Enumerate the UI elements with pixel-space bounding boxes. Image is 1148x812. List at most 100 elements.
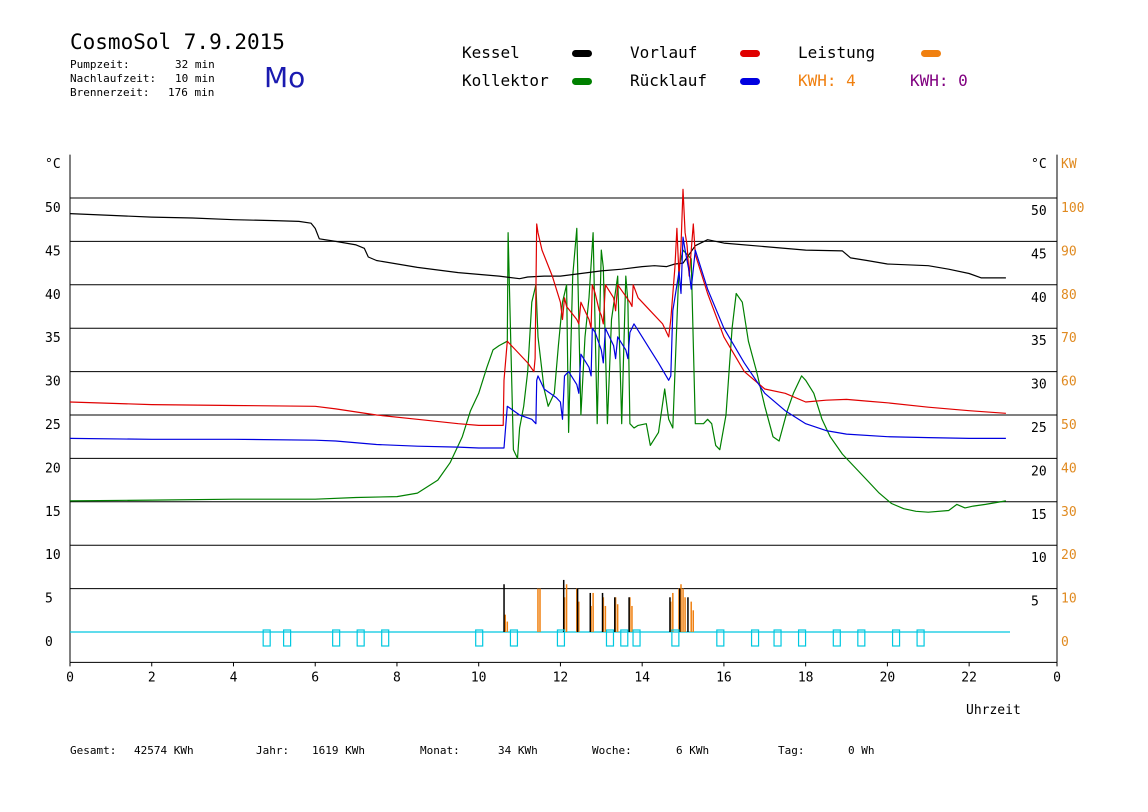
y-tick-left: 15	[45, 505, 61, 520]
series-line-ruecklauf	[69, 236, 1006, 449]
pumpzeit-label: Pumpzeit:	[70, 58, 130, 71]
weekday-label: Mo	[264, 61, 306, 94]
y-tick-right: 25	[1031, 421, 1047, 436]
x-axis-label: Uhrzeit	[966, 703, 1021, 718]
pump-marker	[381, 629, 390, 647]
legend-kessel-label: Kessel	[462, 43, 520, 62]
y-tick-right: 45	[1031, 247, 1047, 262]
y-tick-right: 50	[1031, 204, 1047, 219]
y-tick-left: 40	[45, 288, 61, 303]
pump-marker	[475, 629, 484, 647]
y-tick-left: 45	[45, 244, 61, 259]
pump-marker	[716, 629, 725, 647]
y-tick-kw: 20	[1061, 548, 1077, 563]
y-tick-left: 10	[45, 548, 61, 563]
pump-marker	[916, 629, 925, 647]
legend-ruecklauf-swatch	[740, 78, 760, 85]
legend-ruecklauf-label: Rücklauf	[630, 71, 708, 90]
legend-leistung-label: Leistung	[798, 43, 876, 62]
kwh-purple-label: KWH: 0	[910, 71, 968, 90]
pumpzeit-value: 32 min	[175, 58, 215, 71]
footer-monat-label: Monat:	[420, 744, 460, 757]
y-tick-kw: 100	[1061, 201, 1084, 216]
pump-marker	[750, 629, 760, 647]
kwh-orange-label: KWH: 4	[798, 71, 856, 90]
x-tick-label: 6	[311, 670, 319, 685]
x-tick-label: 0	[1053, 670, 1061, 685]
series-line-kessel	[69, 213, 1006, 280]
y-tick-left: 0	[45, 635, 53, 650]
x-tick-label: 0	[66, 670, 74, 685]
y-tick-right: 15	[1031, 508, 1047, 523]
footer-jahr-label: Jahr:	[256, 744, 290, 757]
y-tick-left: 30	[45, 375, 61, 390]
y-tick-right: 10	[1031, 551, 1047, 566]
y-tick-kw: 10	[1061, 592, 1077, 607]
x-tick-label: 4	[230, 670, 238, 685]
pump-marker	[262, 629, 271, 647]
footer-tag-label: Tag:	[778, 744, 805, 757]
y-tick-kw: 30	[1061, 505, 1077, 520]
y-tick-kw: 0	[1061, 635, 1069, 650]
pump-marker	[620, 629, 629, 647]
pump-marker	[773, 629, 782, 647]
pump-marker	[632, 629, 641, 647]
legend-kessel-swatch	[572, 50, 592, 57]
footer-monat-value: 34 KWh	[498, 744, 538, 757]
pump-marker	[891, 629, 901, 647]
legend-vorlauf-swatch	[740, 50, 760, 57]
footer-tag-value: 0 Wh	[848, 744, 875, 757]
y-tick-left: 25	[45, 418, 61, 433]
pump-marker	[797, 629, 807, 647]
x-tick-label: 14	[634, 670, 650, 685]
legend-leistung-swatch	[921, 50, 941, 57]
pump-marker	[832, 629, 841, 647]
pump-marker	[332, 629, 341, 647]
pump-marker	[509, 629, 519, 647]
footer-gesamt-value: 42574 KWh	[134, 744, 194, 757]
legend-vorlauf-label: Vorlauf	[630, 43, 698, 62]
x-tick-label: 22	[961, 670, 977, 685]
pump-marker	[671, 629, 680, 647]
y-tick-right: 20	[1031, 464, 1047, 479]
y-tick-left: 35	[45, 331, 61, 346]
y-tick-left: 5	[45, 592, 53, 607]
y-label-left: °C	[45, 157, 61, 172]
y-tick-kw: 80	[1061, 288, 1077, 303]
brennerzeit-label: Brennerzeit:	[70, 86, 150, 99]
pump-marker	[356, 629, 365, 647]
pump-marker	[857, 629, 866, 647]
y-label-right: °C	[1031, 157, 1047, 172]
x-tick-label: 16	[716, 670, 732, 685]
y-tick-kw: 40	[1061, 461, 1077, 476]
pump-marker	[283, 629, 292, 647]
series-line-vorlauf	[69, 188, 1006, 426]
y-tick-right: 40	[1031, 291, 1047, 306]
x-tick-label: 8	[393, 670, 401, 685]
footer-woche-value: 6 KWh	[676, 744, 710, 757]
pump-marker	[556, 629, 566, 647]
x-tick-label: 20	[880, 670, 896, 685]
y-tick-kw: 90	[1061, 244, 1077, 259]
x-tick-label: 10	[471, 670, 487, 685]
y-tick-kw: 70	[1061, 331, 1077, 346]
x-tick-label: 12	[553, 670, 569, 685]
brennerzeit-value: 176 min	[168, 86, 215, 99]
legend-kollektor-label: Kollektor	[462, 71, 549, 90]
y-tick-right: 30	[1031, 378, 1047, 393]
y-tick-kw: 50	[1061, 418, 1077, 433]
y-tick-left: 20	[45, 461, 61, 476]
footer-woche-label: Woche:	[592, 744, 632, 757]
chart-title: CosmoSol 7.9.2015	[70, 30, 285, 54]
nachlaufzeit-value: 10 min	[175, 72, 215, 85]
footer-jahr-value: 1619 KWh	[312, 744, 365, 757]
y-tick-right: 35	[1031, 334, 1047, 349]
nachlaufzeit-label: Nachlaufzeit:	[70, 72, 157, 85]
series-line-kollektor	[69, 227, 1007, 513]
y-label-kw: KW	[1061, 157, 1077, 172]
y-tick-left: 50	[45, 201, 61, 216]
y-tick-kw: 60	[1061, 375, 1077, 390]
x-tick-label: 18	[798, 670, 814, 685]
pump-marker	[605, 629, 615, 647]
